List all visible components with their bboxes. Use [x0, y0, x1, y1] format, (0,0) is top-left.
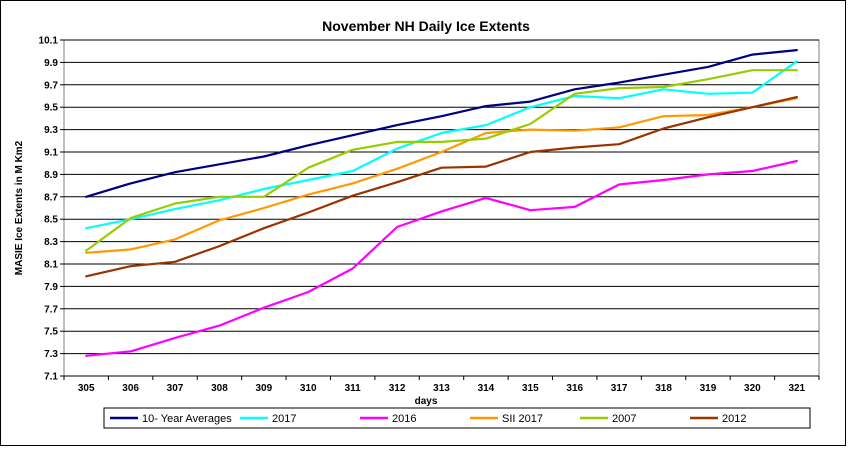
x-tick-label: 306 — [122, 383, 139, 394]
series-line-4 — [85, 97, 798, 254]
x-tick-label: 305 — [78, 383, 95, 394]
series-line-1 — [85, 48, 798, 198]
x-tick-label: 308 — [211, 383, 228, 394]
x-tick-label: 312 — [389, 383, 406, 394]
y-tick-label: 9.1 — [44, 148, 58, 159]
x-tick-label: 317 — [611, 383, 628, 394]
grid-lines — [64, 39, 819, 377]
x-tick-label: 316 — [566, 383, 583, 394]
x-tick-label: 320 — [744, 383, 761, 394]
x-tick-label: 311 — [345, 383, 362, 394]
y-tick-label: 7.3 — [44, 349, 58, 360]
x-tick-label: 314 — [478, 383, 495, 394]
x-tick-label: 313 — [433, 383, 450, 394]
legend-label: 10- Year Averages — [142, 413, 232, 425]
chart-title: November NH Daily Ice Extents — [322, 18, 530, 34]
y-axis-ticks: 7.1 7.3 7.5 7.7 7.9 8.1 8.3 8.5 8.7 8.9 9.1 9.3 9.5 9… — [39, 36, 64, 383]
legend-label: SII 2017 — [502, 413, 543, 425]
y-tick-label: 8.9 — [44, 170, 58, 181]
series-line-2 — [85, 60, 798, 230]
x-tick-label: 307 — [167, 383, 184, 394]
x-axis-label: days — [415, 396, 438, 407]
legend-box — [103, 407, 811, 429]
y-tick-label: 8.3 — [44, 237, 58, 248]
plot-area — [63, 39, 820, 377]
y-tick-label: 9.9 — [44, 58, 58, 69]
y-tick-label: 9.5 — [44, 103, 58, 114]
y-tick-label: 7.9 — [44, 282, 58, 293]
x-tick-label: 321 — [788, 383, 805, 394]
legend: 10- Year Averages 2017 2016 SII 2017 2007 201… — [110, 413, 746, 425]
y-tick-label: 8.1 — [44, 260, 58, 271]
series-line-6 — [85, 95, 798, 278]
y-tick-label: 10.1 — [39, 36, 59, 47]
y-tick-label: 7.5 — [44, 327, 58, 338]
series-line-3 — [85, 159, 798, 357]
legend-label: 2017 — [272, 413, 296, 425]
y-tick-label: 7.7 — [44, 304, 58, 315]
x-tick-label: 310 — [300, 383, 317, 394]
y-axis-label: MASIE Ice Extents in M Km2 — [14, 140, 25, 275]
legend-label: 2012 — [722, 413, 746, 425]
series-lines — [85, 48, 798, 357]
series-line-5 — [85, 69, 798, 252]
y-tick-label: 9.3 — [44, 125, 58, 136]
x-tick-label: 309 — [256, 383, 273, 394]
y-tick-label: 8.5 — [44, 215, 58, 226]
y-tick-label: 9.7 — [44, 80, 58, 91]
x-tick-label: 319 — [700, 383, 717, 394]
x-tick-label: 318 — [655, 383, 672, 394]
legend-label: 2007 — [612, 413, 636, 425]
x-axis-ticks: 305 306 307 308 309 310 311 312 313 314 315 316 317 3… — [63, 376, 820, 394]
x-tick-label: 315 — [522, 383, 539, 394]
y-tick-label: 7.1 — [44, 372, 58, 383]
y-tick-label: 8.7 — [44, 192, 58, 203]
legend-label: 2016 — [392, 413, 416, 425]
